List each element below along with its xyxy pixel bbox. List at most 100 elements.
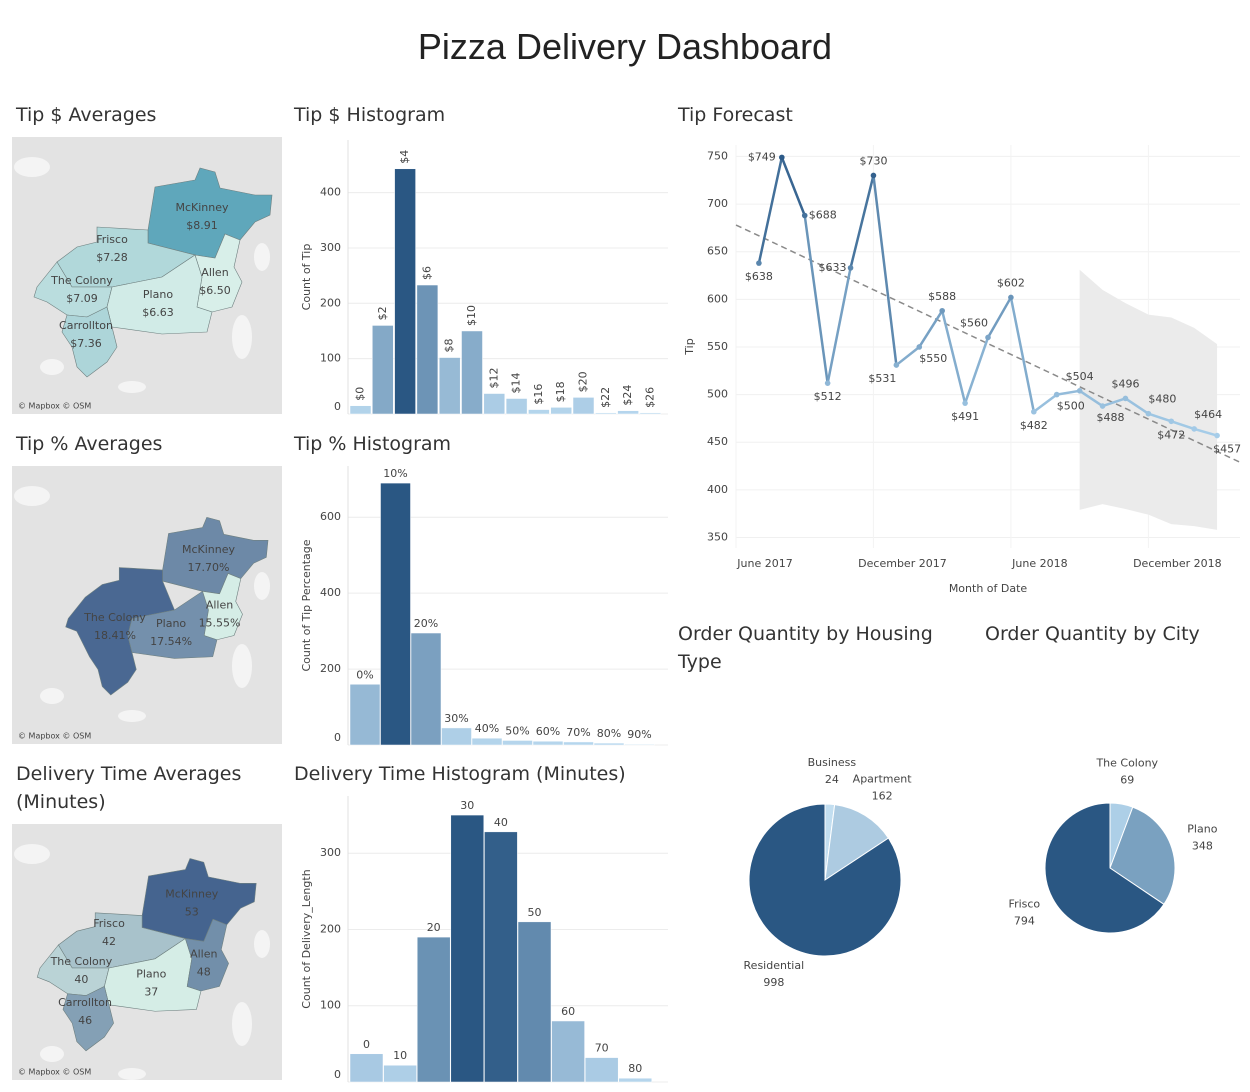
bar-label: 60% [536,725,560,738]
point [1053,391,1060,398]
region-value: 53 [185,906,199,919]
point [1168,418,1175,425]
line-segment [1147,412,1173,423]
panel-title: Tip $ Averages [16,104,157,126]
point-label: $472 [1157,428,1185,441]
bar [595,412,617,415]
pie-slice [1109,806,1176,906]
region-value: $7.09 [66,292,98,305]
y-tick-label: 550 [707,340,728,353]
y-tick-label: 350 [707,531,728,544]
bar-label: 10% [383,467,407,480]
region-value: 17.54% [150,635,192,648]
y-tick-label: 700 [707,197,728,210]
bar-label: $10 [465,305,478,326]
region-name: McKinney [165,888,219,901]
bar [383,1064,417,1083]
region-name: McKinney [175,201,229,214]
region-name: McKinney [182,543,236,556]
y-tick-label: 450 [707,435,728,448]
x-axis-label: Month of Date [949,582,1028,595]
point-label: $749 [748,150,776,163]
bar-label: $0 [354,387,367,401]
bar [618,1077,653,1083]
point [893,362,900,368]
line-segment [1078,389,1104,408]
bar [593,742,625,746]
y-axis-label: Count of Tip Percentage [300,539,313,671]
bar [572,397,595,415]
bar-label: 30 [460,799,474,812]
bar [349,684,381,746]
region-name: Frisco [93,917,125,930]
x-tick-label: December 2017 [858,557,947,570]
bar-label: $6 [420,266,433,280]
x-tick-label: December 2018 [1133,557,1222,570]
panel-title: Delivery Time Histogram (Minutes) [294,763,626,785]
lake [232,644,252,688]
point [824,380,831,386]
bar [394,168,416,415]
line-segment [1170,420,1196,431]
region-name: Plano [143,288,173,301]
bar-label: 20% [414,617,438,630]
line-segment [1055,389,1081,396]
point [1145,410,1152,417]
point-label: $512 [814,390,842,403]
point-label: $488 [1097,411,1125,424]
bar-label: $18 [554,381,567,402]
bar-label: $12 [487,368,500,389]
region-name: Allen [190,947,217,960]
region-name: Carrollton [59,319,113,332]
lake [232,1002,252,1046]
bar-label: 50 [528,906,542,919]
bar [528,409,550,415]
point-label: $588 [928,290,956,303]
bar [416,936,451,1083]
bar-label: 70% [566,726,590,739]
point-label: $491 [951,410,979,423]
forecast-band [1079,269,1218,530]
panel-title: Order Quantity by Housing Type [678,623,933,673]
y-axis-label: Count of Delivery_Length [300,869,313,1008]
region-value: $8.91 [186,219,218,232]
bar [551,1020,585,1083]
line-segment [872,174,898,367]
lake [14,157,50,177]
point [847,265,854,271]
line-segment [918,309,944,349]
point [1191,426,1197,432]
bar-label: 80 [628,1062,642,1075]
lake [232,315,252,359]
y-tick-label: 200 [320,296,341,309]
point-label: $482 [1020,419,1048,432]
panel-title: Tip % Histogram [294,433,452,455]
bar-label: 20 [427,921,441,934]
line-segment [757,156,784,265]
y-tick-label: 650 [707,245,728,258]
lake [40,1046,64,1062]
bar-label: 0 [363,1038,370,1051]
line-segment [780,156,806,217]
region-value: 15.55% [199,616,241,629]
lake [254,572,270,600]
slice-value: 348 [1192,839,1213,852]
point [779,154,785,161]
bar-label: $8 [443,339,456,353]
point-label: $504 [1066,370,1094,383]
bar-label: $24 [621,385,634,406]
lake [118,1068,146,1080]
panel-title: Delivery Time Averages (Minutes) [16,763,242,813]
slice-value: 69 [1120,774,1134,787]
line-segment [849,174,875,270]
x-tick-label: June 2017 [736,557,792,570]
slice-name: Plano [1187,822,1217,835]
bar-label: $26 [643,387,656,408]
attribution: © Mapbox © OSM [18,1068,91,1077]
region-name: Plano [136,968,166,981]
bar [517,921,552,1083]
line-segment [803,214,829,385]
point-label: $638 [745,270,773,283]
